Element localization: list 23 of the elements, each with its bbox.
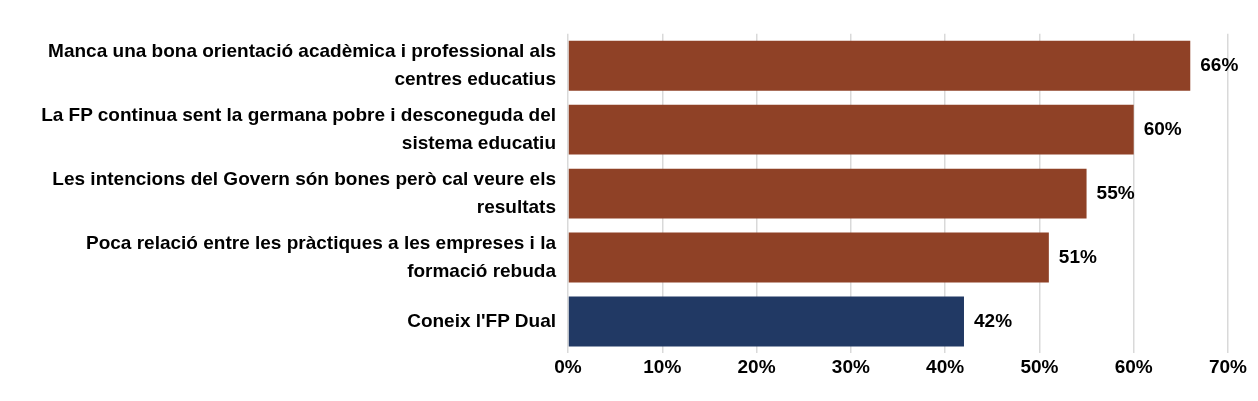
x-tick-label: 20% <box>737 356 776 378</box>
data-label: 51% <box>1058 245 1097 267</box>
y-tick-label: Coneix l'FP Dual <box>407 309 556 331</box>
y-tick-label: La FP continua sent la germana pobre i desconeguda del sistema educatiu <box>41 104 556 153</box>
x-tick-label: 40% <box>926 356 965 378</box>
x-tick-label: 70% <box>1208 356 1248 378</box>
y-tick-label: Les intencions del Govern són bones però cal veure els resultats <box>52 168 556 217</box>
x-tick-label: 10% <box>643 356 682 378</box>
x-tick-label: 60% <box>1114 356 1153 378</box>
data-label: 42% <box>973 309 1013 331</box>
y-tick-label: Manca una bona orientació acadèmica i professional als centres educatius <box>48 40 556 89</box>
data-label: 66% <box>1200 53 1239 75</box>
data-label: 55% <box>1096 181 1135 203</box>
bar <box>568 104 1134 155</box>
x-tick-label: 50% <box>1020 356 1059 378</box>
data-label: 60% <box>1143 117 1182 139</box>
x-tick-label: 0% <box>554 356 582 378</box>
x-tick-label: 30% <box>831 356 870 378</box>
bar <box>568 40 1191 91</box>
bar <box>568 168 1087 219</box>
y-tick-label: Poca relació entre les pràctiques a les empreses i la formació rebuda <box>86 232 557 281</box>
bar <box>568 296 964 347</box>
bar <box>568 232 1049 283</box>
